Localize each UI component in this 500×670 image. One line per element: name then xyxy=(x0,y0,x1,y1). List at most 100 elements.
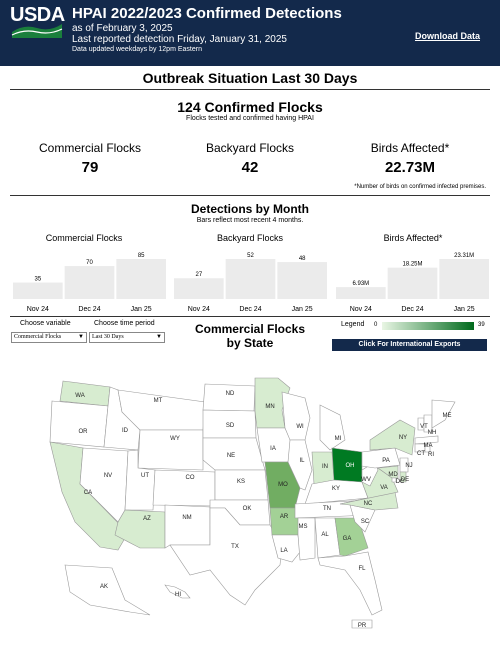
state-nh[interactable] xyxy=(423,414,433,433)
state-label-tx: TX xyxy=(231,544,239,550)
state-ms[interactable] xyxy=(297,517,316,561)
state-label-mt: MT xyxy=(154,398,163,404)
state-ma[interactable] xyxy=(414,435,439,445)
divider xyxy=(10,89,490,90)
confirmed-flocks-title: 124 Confirmed Flocks xyxy=(177,99,323,115)
birds-affected-bar-chart: 6.93M Nov 24 18.25M Dec 24 23.31M Jan 25 xyxy=(336,253,489,313)
bar-value-label: 35 xyxy=(34,277,41,283)
bar-dec-24[interactable] xyxy=(387,267,438,299)
state-la[interactable] xyxy=(271,534,301,563)
us-state-map: WA OR CA ID NV MT WY UT AZ CO NM ND SD NE KS OK TX MN IA MO… xyxy=(49,377,456,629)
state-nm[interactable] xyxy=(164,504,211,549)
state-label-ct: CT xyxy=(417,451,425,457)
state-dc[interactable] xyxy=(391,477,397,483)
state-or[interactable] xyxy=(49,400,109,448)
state-label-az: AZ xyxy=(143,516,151,522)
state-label-id: ID xyxy=(122,428,129,434)
bar-category-label: Dec 24 xyxy=(239,306,261,313)
state-label-wv: WV xyxy=(361,477,371,483)
state-label-il: IL xyxy=(299,458,305,464)
state-ak[interactable] xyxy=(64,564,151,616)
state-label-vt: VT xyxy=(420,424,428,430)
header-bar: USDA HPAI 2022/2023 Confirmed Detections… xyxy=(0,0,500,66)
state-nj[interactable] xyxy=(399,457,409,473)
state-ia[interactable] xyxy=(256,427,293,463)
period-select[interactable]: Last 30 Days ▼ xyxy=(89,332,165,343)
backyard-flocks-bar-chart: 27 Nov 24 52 Dec 24 48 Jan 25 xyxy=(174,253,327,313)
state-me[interactable] xyxy=(431,399,456,429)
bar-value-label: 23.31M xyxy=(454,253,474,259)
bar-nov-24[interactable] xyxy=(174,278,224,299)
map-title: Commercial Flocks by State xyxy=(180,322,320,350)
state-label-md: MD xyxy=(388,472,398,478)
state-label-ky: KY xyxy=(332,486,340,492)
state-il[interactable] xyxy=(287,439,313,491)
bar-value-label: 52 xyxy=(247,253,254,259)
state-label-mo: MO xyxy=(278,482,288,488)
download-data-link[interactable]: Download Data xyxy=(414,31,480,41)
state-label-in: IN xyxy=(322,464,328,470)
detections-title: Detections by Month xyxy=(190,202,309,216)
bar-jan-25[interactable] xyxy=(116,259,166,299)
state-wy[interactable] xyxy=(137,429,204,471)
bar-category-label: Jan 25 xyxy=(454,306,475,313)
state-fl[interactable] xyxy=(317,551,383,616)
state-label-ca: CA xyxy=(84,490,92,496)
state-label-ma: MA xyxy=(424,443,433,449)
kpi-birds-label: Birds Affected* xyxy=(370,141,450,155)
mini-chart-title-birds: Birds Affected* xyxy=(383,233,443,243)
period-label: Choose time period xyxy=(94,320,155,327)
state-label-hi: HI xyxy=(175,592,181,598)
state-ks[interactable] xyxy=(214,469,269,501)
outbreak-title: Outbreak Situation Last 30 Days xyxy=(142,70,358,86)
state-label-oh: OH xyxy=(346,463,355,469)
bar-category-label: Nov 24 xyxy=(27,306,49,313)
state-label-mi: MI xyxy=(335,436,342,442)
state-label-sd: SD xyxy=(226,423,235,429)
bar-value-label: 6.93M xyxy=(352,281,369,287)
mini-chart-title-backyard: Backyard Flocks xyxy=(216,233,284,243)
state-label-fl: FL xyxy=(358,566,366,572)
bar-nov-24[interactable] xyxy=(13,282,63,299)
state-label-wi: WI xyxy=(296,424,304,430)
state-nd[interactable] xyxy=(202,383,256,412)
state-de[interactable] xyxy=(399,471,407,483)
state-ri[interactable] xyxy=(424,443,431,453)
as-of-date: as of February 3, 2025 xyxy=(72,23,173,34)
bar-jan-25[interactable] xyxy=(277,262,327,299)
kpi-commercial-label: Commercial Flocks xyxy=(38,141,141,155)
state-label-ne: NE xyxy=(227,453,235,459)
state-mi[interactable] xyxy=(319,404,346,451)
state-label-ms: MS xyxy=(299,524,308,530)
variable-select-value: Commercial Flocks xyxy=(14,334,62,340)
bar-category-label: Dec 24 xyxy=(78,306,100,313)
state-label-wa: WA xyxy=(75,393,84,399)
bar-value-label: 85 xyxy=(138,253,145,259)
state-label-ar: AR xyxy=(280,514,289,520)
bar-dec-24[interactable] xyxy=(64,266,115,299)
state-co[interactable] xyxy=(152,469,216,507)
map-title-line2: by State xyxy=(226,336,274,350)
state-mn[interactable] xyxy=(254,377,291,429)
bar-dec-24[interactable] xyxy=(225,259,276,299)
state-pr[interactable] xyxy=(351,619,373,629)
state-pa[interactable] xyxy=(361,447,401,469)
legend-gradient xyxy=(382,322,474,330)
state-label-nc: NC xyxy=(364,501,373,507)
state-label-sc: SC xyxy=(361,519,370,525)
variable-select[interactable]: Commercial Flocks ▼ xyxy=(11,332,87,343)
state-label-ks: KS xyxy=(237,479,245,485)
state-hi[interactable] xyxy=(164,584,191,599)
international-exports-button[interactable]: Click For International Exports xyxy=(332,339,487,351)
bar-category-label: Nov 24 xyxy=(350,306,372,313)
bar-nov-24[interactable] xyxy=(336,287,386,299)
state-ny[interactable] xyxy=(369,419,416,456)
state-label-ny: NY xyxy=(399,435,407,441)
state-label-nm: NM xyxy=(182,515,191,521)
bar-value-label: 18.25M xyxy=(402,262,422,268)
state-md[interactable] xyxy=(377,465,399,479)
bar-jan-25[interactable] xyxy=(439,259,489,299)
usda-logo xyxy=(11,24,63,38)
birds-footnote: *Number of birds on confirmed infected p… xyxy=(354,184,486,190)
detections-subtitle: Bars reflect most recent 4 months. xyxy=(196,217,304,224)
